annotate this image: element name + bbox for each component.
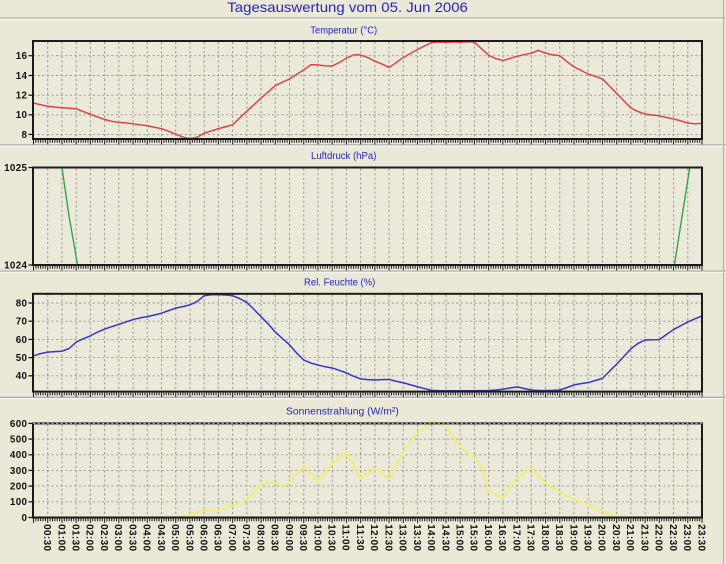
svg-text:23:00: 23:00 xyxy=(681,524,692,551)
svg-text:20:30: 20:30 xyxy=(610,524,621,551)
svg-text:13:00: 13:00 xyxy=(397,524,408,551)
svg-text:50: 50 xyxy=(16,353,28,364)
svg-text:19:30: 19:30 xyxy=(582,524,593,551)
svg-text:12:30: 12:30 xyxy=(382,524,393,551)
svg-text:22:30: 22:30 xyxy=(667,524,678,551)
svg-text:12:00: 12:00 xyxy=(368,524,379,551)
svg-text:07:30: 07:30 xyxy=(240,524,251,551)
svg-text:600: 600 xyxy=(10,419,28,430)
svg-text:1025: 1025 xyxy=(4,163,27,174)
svg-text:200: 200 xyxy=(10,482,28,493)
svg-text:17:00: 17:00 xyxy=(510,524,521,551)
svg-text:09:30: 09:30 xyxy=(297,524,308,551)
svg-text:14: 14 xyxy=(16,71,28,82)
svg-text:80: 80 xyxy=(16,298,28,309)
svg-text:1024: 1024 xyxy=(4,260,27,271)
svg-text:17:30: 17:30 xyxy=(525,524,536,551)
svg-text:400: 400 xyxy=(10,450,28,461)
svg-text:15:00: 15:00 xyxy=(454,524,465,551)
svg-text:18:30: 18:30 xyxy=(553,524,564,551)
svg-text:21:00: 21:00 xyxy=(624,524,635,551)
svg-text:10:30: 10:30 xyxy=(325,524,336,551)
svg-text:0: 0 xyxy=(21,513,27,524)
svg-text:16:30: 16:30 xyxy=(496,524,507,551)
svg-text:Sonnenstrahlung (W/m²): Sonnenstrahlung (W/m²) xyxy=(286,406,399,417)
svg-text:14:00: 14:00 xyxy=(425,524,436,551)
svg-text:8: 8 xyxy=(21,130,27,141)
svg-text:00:30: 00:30 xyxy=(41,524,52,551)
svg-text:01:00: 01:00 xyxy=(55,524,66,551)
svg-text:Tagesauswertung vom 05. Jun 20: Tagesauswertung vom 05. Jun 2006 xyxy=(227,0,468,15)
svg-text:21:30: 21:30 xyxy=(638,524,649,551)
svg-text:70: 70 xyxy=(16,317,28,328)
svg-text:02:00: 02:00 xyxy=(84,524,95,551)
svg-text:60: 60 xyxy=(16,335,28,346)
svg-text:07:00: 07:00 xyxy=(226,524,237,551)
svg-text:08:30: 08:30 xyxy=(269,524,280,551)
svg-text:09:00: 09:00 xyxy=(283,524,294,551)
svg-text:02:30: 02:30 xyxy=(98,524,109,551)
svg-text:18:00: 18:00 xyxy=(539,524,550,551)
svg-text:04:00: 04:00 xyxy=(141,524,152,551)
svg-text:19:00: 19:00 xyxy=(567,524,578,551)
svg-text:04:30: 04:30 xyxy=(155,524,166,551)
svg-text:100: 100 xyxy=(10,497,28,508)
svg-text:12: 12 xyxy=(16,91,28,102)
svg-text:20:00: 20:00 xyxy=(596,524,607,551)
svg-text:500: 500 xyxy=(10,435,28,446)
svg-text:14:30: 14:30 xyxy=(439,524,450,551)
svg-text:06:00: 06:00 xyxy=(197,524,208,551)
svg-text:16:00: 16:00 xyxy=(482,524,493,551)
svg-text:23:30: 23:30 xyxy=(695,524,706,551)
svg-text:16: 16 xyxy=(16,51,28,62)
svg-text:11:00: 11:00 xyxy=(340,524,351,551)
svg-text:Temperatur (°C): Temperatur (°C) xyxy=(310,25,377,36)
svg-text:Luftdruck (hPa): Luftdruck (hPa) xyxy=(311,151,376,162)
svg-text:300: 300 xyxy=(10,466,28,477)
svg-text:11:30: 11:30 xyxy=(354,524,365,551)
svg-text:05:30: 05:30 xyxy=(183,524,194,551)
svg-text:22:00: 22:00 xyxy=(653,524,664,551)
svg-text:40: 40 xyxy=(16,371,28,382)
svg-text:10: 10 xyxy=(16,110,28,121)
svg-text:15:30: 15:30 xyxy=(468,524,479,551)
svg-text:Rel. Feuchte (%): Rel. Feuchte (%) xyxy=(304,277,375,288)
svg-text:01:30: 01:30 xyxy=(69,524,80,551)
svg-text:08:00: 08:00 xyxy=(254,524,265,551)
svg-text:10:00: 10:00 xyxy=(311,524,322,551)
svg-text:03:30: 03:30 xyxy=(126,524,137,551)
svg-text:06:30: 06:30 xyxy=(212,524,223,551)
svg-text:13:30: 13:30 xyxy=(411,524,422,551)
svg-text:05:00: 05:00 xyxy=(169,524,180,551)
svg-text:03:00: 03:00 xyxy=(112,524,123,551)
